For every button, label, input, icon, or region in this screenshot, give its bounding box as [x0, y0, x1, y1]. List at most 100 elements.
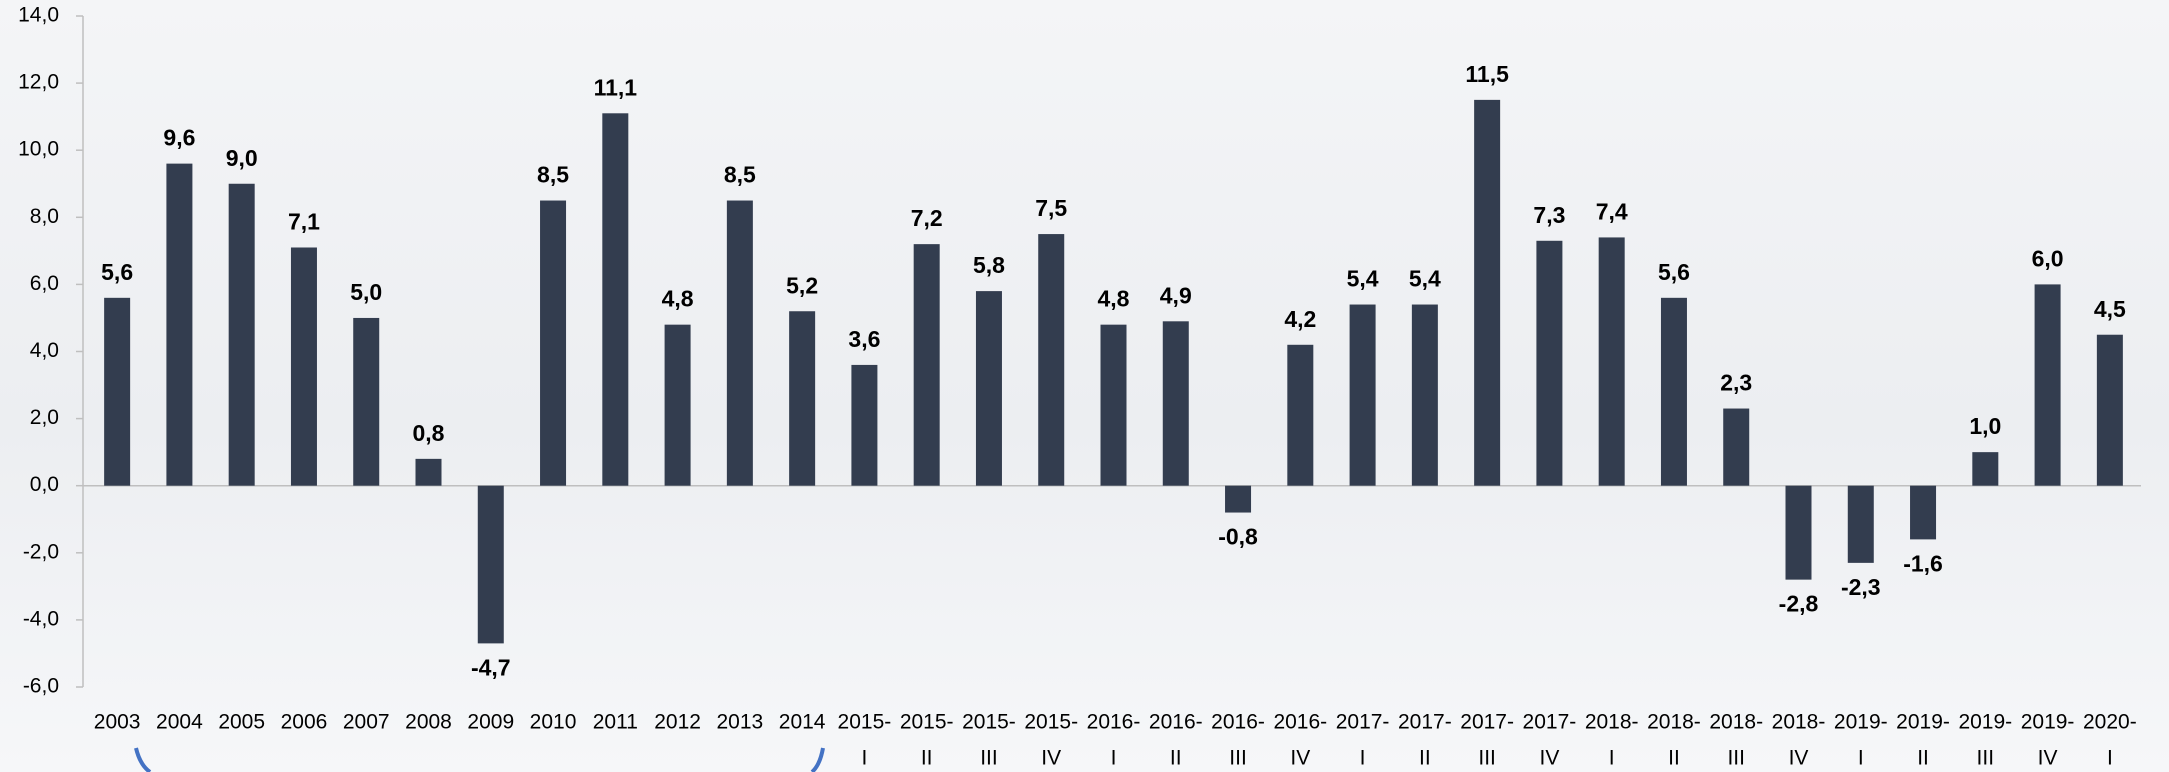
bar	[1785, 485, 1812, 580]
x-tick-label: II	[1668, 747, 1680, 770]
x-tick-label: 2016-	[1087, 711, 1141, 734]
x-tick-label: II	[1170, 747, 1182, 770]
x-tick-label: III	[1478, 747, 1496, 770]
value-label: 4,8	[1098, 286, 1130, 312]
value-label: 9,0	[226, 145, 258, 171]
bar	[1474, 99, 1501, 486]
x-tick-label: 2006	[281, 711, 328, 734]
value-label: 2,3	[1720, 370, 1752, 396]
value-label: -1,6	[1903, 550, 1943, 576]
x-tick-label: III	[1977, 747, 1995, 770]
value-label: 11,1	[594, 74, 638, 100]
y-tick-label: 4,0	[30, 339, 59, 362]
x-tick-label: 2015-	[1024, 711, 1078, 734]
bar	[415, 458, 442, 486]
value-label: 6,0	[2032, 245, 2064, 271]
bar	[1598, 237, 1625, 486]
x-tick-label: 2015-	[962, 711, 1016, 734]
x-tick-label: 2011	[593, 711, 638, 734]
x-tick-label: II	[1917, 747, 1929, 770]
bracket-left	[134, 747, 152, 772]
value-label: -2,3	[1841, 574, 1881, 600]
x-tick-label: 2017-	[1523, 711, 1577, 734]
bar	[789, 311, 816, 486]
y-tick-label: 12,0	[18, 71, 59, 94]
x-tick-label: 2016-	[1211, 711, 1265, 734]
value-label: 5,8	[973, 252, 1005, 278]
bar	[1536, 240, 1563, 486]
x-tick-label: I	[1609, 747, 1615, 770]
bar	[166, 163, 193, 486]
bar	[1411, 304, 1438, 486]
x-tick-label: 2019-	[1896, 711, 1950, 734]
x-tick-label: 2009	[467, 711, 514, 734]
bar	[540, 200, 567, 486]
x-tick-label: I	[2107, 747, 2113, 770]
bar	[1723, 408, 1750, 486]
value-label: 9,6	[163, 125, 195, 151]
value-label: 7,5	[1035, 195, 1067, 221]
x-tick-label: 2013	[717, 711, 764, 734]
x-tick-label: 2015-	[838, 711, 892, 734]
bar	[602, 113, 629, 486]
x-tick-label: I	[1858, 747, 1864, 770]
x-tick-label: IV	[2038, 747, 2058, 770]
value-label: 5,6	[1658, 259, 1690, 285]
value-label: -2,8	[1779, 591, 1819, 617]
y-tick-label: 0,0	[30, 473, 59, 496]
x-tick-label: 2018-	[1709, 711, 1763, 734]
x-tick-label: II	[1419, 747, 1431, 770]
bar	[477, 485, 504, 644]
bracket-right	[810, 747, 825, 772]
y-tick-label: -6,0	[23, 675, 59, 698]
bar	[1349, 304, 1376, 486]
bar	[1100, 324, 1127, 486]
x-tick-label: 2015-	[900, 711, 954, 734]
x-tick-label: III	[980, 747, 998, 770]
x-tick-label: 2010	[530, 711, 577, 734]
x-tick-label: III	[1727, 747, 1745, 770]
value-label: 5,0	[350, 279, 382, 305]
bar	[228, 183, 255, 486]
value-label: 4,9	[1160, 282, 1192, 308]
value-label: 11,5	[1465, 61, 1509, 87]
bar	[104, 297, 131, 486]
value-label: 7,3	[1533, 202, 1565, 228]
x-tick-label: 2012	[654, 711, 701, 734]
x-tick-label: II	[921, 747, 933, 770]
bar	[1162, 321, 1189, 486]
bar	[851, 364, 878, 486]
x-tick-label: 2004	[156, 711, 203, 734]
bar	[975, 291, 1002, 486]
bar	[290, 247, 317, 486]
x-tick-label: 2019-	[1834, 711, 1888, 734]
x-tick-label: I	[1111, 747, 1117, 770]
x-tick-label: 2005	[218, 711, 265, 734]
x-tick-label: 2007	[343, 711, 390, 734]
bar	[1972, 452, 1999, 486]
x-tick-label: 2018-	[1772, 711, 1826, 734]
value-label: 4,5	[2094, 296, 2126, 322]
x-tick-label: 2018-	[1647, 711, 1701, 734]
bar	[1038, 234, 1065, 486]
x-tick-label: IV	[1041, 747, 1061, 770]
x-tick-label: 2019-	[1958, 711, 2012, 734]
x-tick-label: IV	[1290, 747, 1310, 770]
x-tick-label: 2008	[405, 711, 452, 734]
y-tick-label: 2,0	[30, 406, 59, 429]
bar	[1225, 485, 1252, 513]
x-tick-label: 2017-	[1398, 711, 1452, 734]
bar	[2034, 284, 2061, 486]
value-label: 4,2	[1284, 306, 1316, 332]
bar	[1287, 344, 1314, 486]
value-label: 5,4	[1347, 266, 1379, 292]
value-label: 7,4	[1596, 199, 1628, 225]
x-tick-label: III	[1229, 747, 1247, 770]
value-label: 8,5	[537, 162, 569, 188]
x-tick-label: 2020-	[2083, 711, 2137, 734]
x-tick-label: 2017-	[1336, 711, 1390, 734]
x-tick-label: 2017-	[1460, 711, 1514, 734]
value-label: -0,8	[1218, 524, 1258, 550]
value-label: 5,6	[101, 259, 133, 285]
